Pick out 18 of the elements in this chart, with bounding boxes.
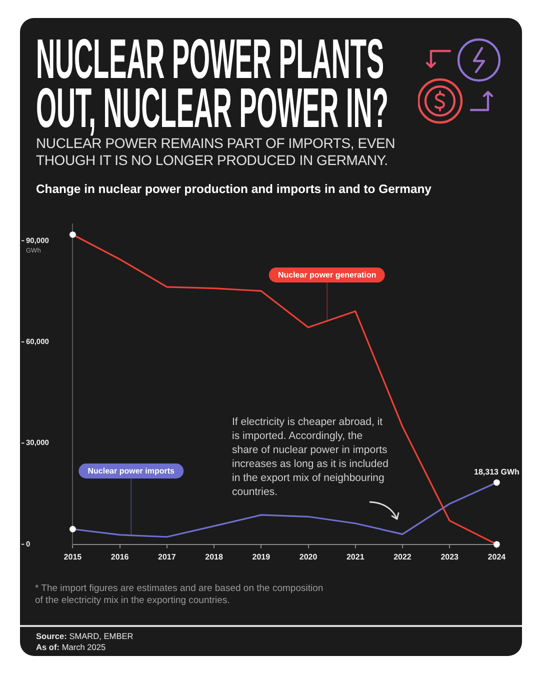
x-tick-label: 2017 (158, 552, 176, 562)
text: Nuclear power generation (268, 267, 386, 282)
x-tick-label: 2021 (346, 552, 365, 562)
x-tick-label: 2023 (440, 552, 460, 562)
x-tick-label: 2015 (64, 552, 82, 562)
x-tick-label: 2024 (488, 552, 506, 562)
annotation: If electricity is cheaper abroad, it is imported. Accordingly, the share of nuclear power in imports increases as long as it is included in the export mix of neighbouring countries. (232, 415, 390, 499)
data-label: 18,313 GWh (474, 468, 520, 477)
x-tick-label: 2020 (299, 552, 318, 562)
text: Nuclear power imports (78, 464, 184, 479)
text: As of: March 2025 (36, 642, 106, 653)
text: Change in nuclear power production and imports in and to Germany (36, 182, 432, 196)
x-tick-label: 2022 (394, 552, 412, 562)
x-tick-label: 2016 (110, 552, 130, 562)
text: * The import figures are estimates and are based on the composition of the electricity mix in the exporting countries. (35, 583, 324, 606)
x-tick-label: 2019 (252, 552, 271, 562)
source-note: Source: SMARD, EMBER (36, 631, 134, 642)
x-tick-label: 2018 (205, 552, 224, 562)
